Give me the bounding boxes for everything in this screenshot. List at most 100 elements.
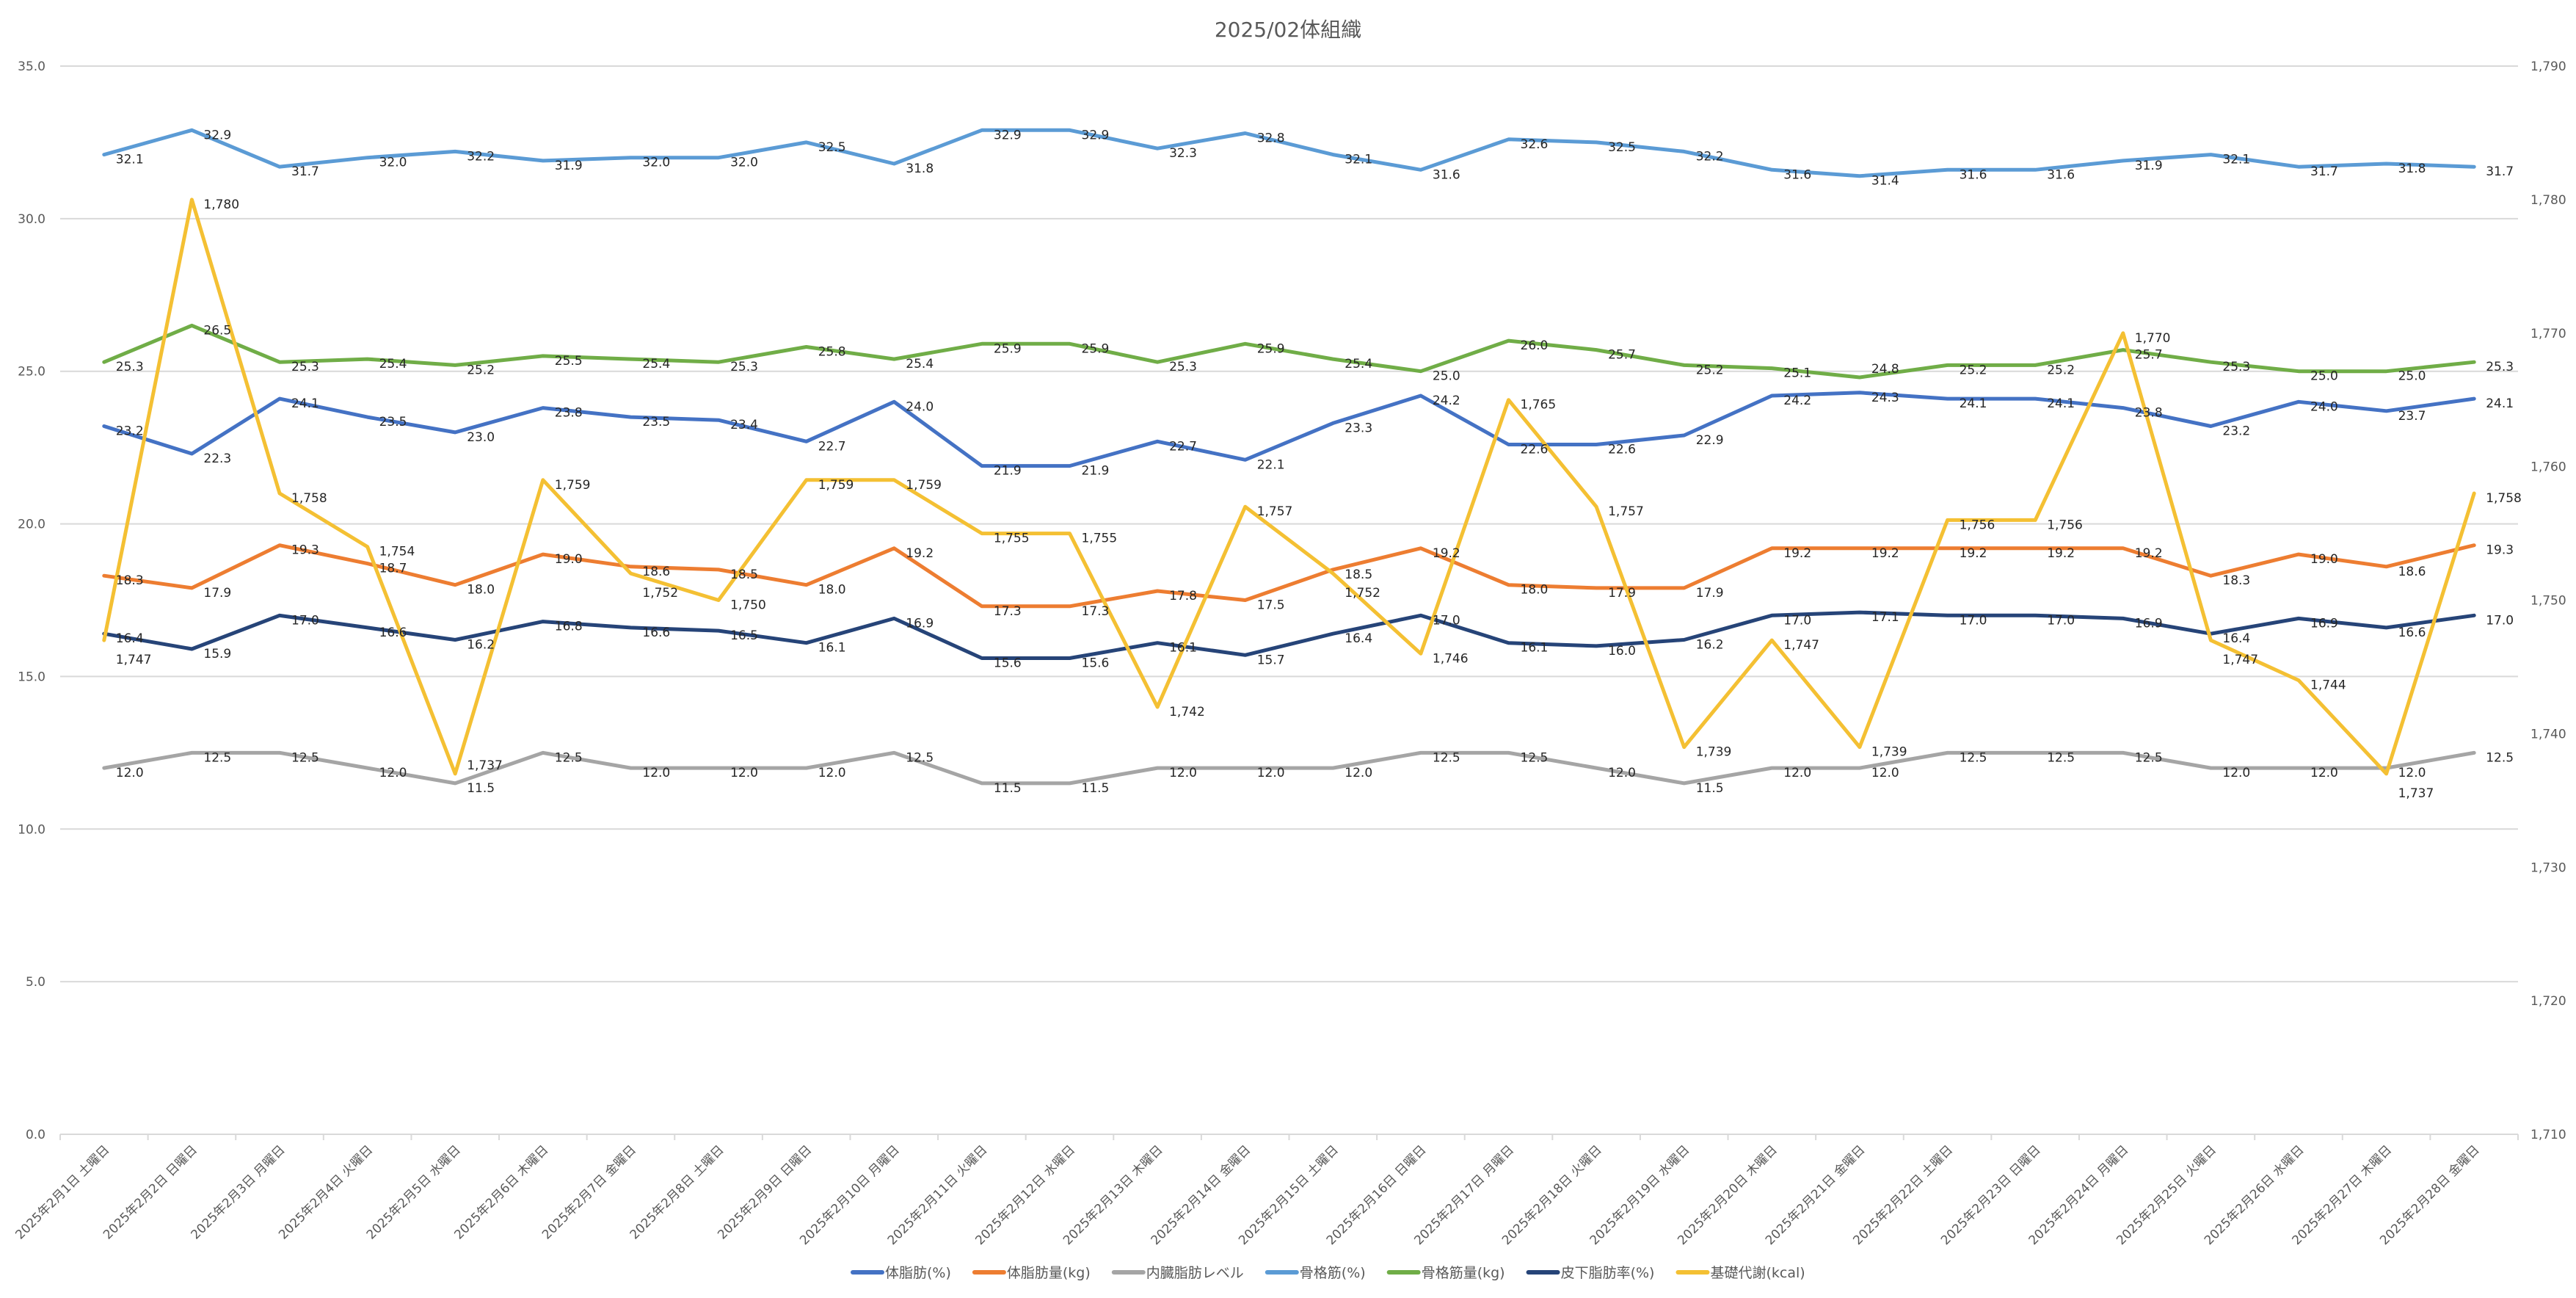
data-label: 17.0	[1783, 613, 1811, 628]
data-label: 23.5	[642, 415, 670, 429]
data-label: 12.0	[1345, 766, 1372, 780]
data-label: 23.8	[2135, 406, 2163, 421]
data-label: 18.0	[818, 583, 846, 598]
data-label: 19.2	[1871, 546, 1899, 561]
data-label: 23.2	[2222, 424, 2250, 439]
data-label: 32.9	[203, 128, 231, 142]
data-label: 25.9	[994, 341, 1022, 356]
x-tick-label: 2025年2月7日 金曜日	[539, 1142, 639, 1242]
chart-title: 2025/02体組織	[1215, 18, 1361, 42]
data-label: 12.5	[1433, 750, 1460, 765]
data-label: 17.0	[1960, 613, 1987, 628]
data-label: 15.6	[1082, 656, 1110, 671]
data-label: 22.6	[1608, 443, 1636, 457]
data-label: 1,780	[203, 197, 239, 212]
data-label: 17.9	[1696, 586, 1724, 601]
data-label: 25.3	[2222, 360, 2250, 374]
data-label: 12.5	[203, 750, 231, 765]
data-label: 1,758	[291, 491, 327, 506]
data-label: 21.9	[994, 464, 1022, 479]
data-label: 18.6	[2398, 565, 2426, 579]
left-axis-tick-label: 10.0	[18, 822, 46, 837]
left-axis-tick-label: 25.0	[18, 365, 46, 380]
data-label: 19.3	[2486, 543, 2514, 558]
data-label: 17.0	[2486, 613, 2514, 628]
left-axis-tick-label: 0.0	[26, 1128, 46, 1142]
data-label: 19.2	[1783, 546, 1811, 561]
data-label: 25.3	[730, 360, 758, 374]
data-label: 23.2	[116, 424, 144, 439]
data-label: 1,770	[2135, 331, 2171, 346]
x-tick-label: 2025年2月5日 水曜日	[364, 1142, 464, 1242]
right-axis-tick-label: 1,740	[2530, 727, 2566, 742]
data-label: 16.9	[906, 616, 934, 631]
x-tick-label: 2025年2月9日 日曜日	[715, 1142, 815, 1242]
data-label: 12.0	[1257, 766, 1285, 780]
data-label: 25.4	[379, 357, 407, 371]
x-tick-label: 2025年2月26日 水曜日	[2202, 1142, 2307, 1248]
x-tick-label: 2025年2月22日 土曜日	[1850, 1142, 1956, 1248]
data-label: 12.5	[555, 750, 583, 765]
series-line	[102, 543, 2476, 609]
data-label: 31.8	[906, 162, 934, 176]
data-label: 22.7	[1169, 439, 1197, 454]
data-label: 19.2	[2135, 546, 2163, 561]
left-axis-tick-label: 20.0	[18, 518, 46, 532]
data-label: 1,757	[1257, 504, 1293, 519]
data-label: 25.5	[555, 354, 583, 369]
data-label: 17.5	[1257, 598, 1285, 613]
data-label: 25.4	[642, 357, 670, 371]
data-label: 24.0	[2310, 399, 2338, 414]
data-label: 25.7	[1608, 348, 1636, 363]
data-label: 24.2	[1783, 394, 1811, 408]
data-label: 32.5	[818, 140, 846, 155]
data-label: 22.9	[1696, 433, 1724, 448]
right-axis-tick-label: 1,780	[2530, 193, 2566, 208]
data-label: 17.8	[1169, 589, 1197, 603]
data-label: 16.8	[555, 620, 583, 634]
x-tick-label: 2025年2月16日 日曜日	[1324, 1142, 1430, 1248]
data-label: 32.0	[730, 156, 758, 170]
legend-entry: 骨格筋(%)	[1300, 1265, 1366, 1281]
data-label: 25.3	[116, 360, 144, 374]
series-lines	[102, 128, 2476, 786]
data-label: 22.1	[1257, 457, 1285, 472]
data-label: 1,737	[467, 758, 503, 773]
data-label: 11.5	[994, 781, 1022, 796]
x-tick-label: 2025年2月12日 水曜日	[972, 1142, 1078, 1248]
left-axis-tick-label: 15.0	[18, 670, 46, 684]
data-label: 16.4	[116, 631, 144, 646]
data-label: 25.9	[1257, 341, 1285, 356]
data-label: 1,759	[906, 478, 942, 493]
data-label: 1,755	[994, 532, 1030, 546]
data-label: 11.5	[1082, 781, 1110, 796]
data-label: 12.0	[818, 766, 846, 780]
right-axis-tick-label: 1,730	[2530, 860, 2566, 875]
data-label: 31.6	[1783, 167, 1811, 182]
x-tick-label: 2025年2月11日 火曜日	[885, 1142, 991, 1248]
data-label: 31.6	[1433, 167, 1460, 182]
data-label: 23.8	[555, 406, 583, 421]
data-label: 12.5	[2486, 750, 2514, 765]
data-label: 1,756	[2047, 518, 2083, 532]
data-label: 25.9	[1082, 341, 1110, 356]
data-label: 12.0	[642, 766, 670, 780]
x-tick-label: 2025年2月21日 金曜日	[1763, 1142, 1869, 1248]
x-tick-label: 2025年2月3日 月曜日	[189, 1142, 288, 1242]
data-label: 25.2	[2047, 363, 2075, 377]
data-label: 24.8	[1871, 362, 1899, 377]
data-label: 1,739	[1696, 745, 1732, 760]
left-axis-tick-label: 5.0	[26, 975, 46, 990]
data-label: 1,759	[818, 478, 854, 493]
series-line	[102, 323, 2476, 380]
right-axis: 1,710 1,720 1,730 1,740 1,750 1,760 1,770 1,780…	[2530, 59, 2566, 1142]
data-label: 16.1	[818, 641, 846, 656]
data-label: 31.6	[1960, 167, 1987, 182]
data-label: 15.7	[1257, 653, 1285, 667]
right-axis-tick-label: 1,770	[2530, 327, 2566, 341]
legend-entry: 皮下脂肪率(%)	[1561, 1265, 1655, 1281]
legend-entry: 基礎代謝(kcal)	[1710, 1265, 1805, 1281]
data-label: 1,750	[730, 598, 766, 613]
data-label: 1,737	[2398, 786, 2434, 801]
data-label: 32.5	[1608, 140, 1636, 155]
